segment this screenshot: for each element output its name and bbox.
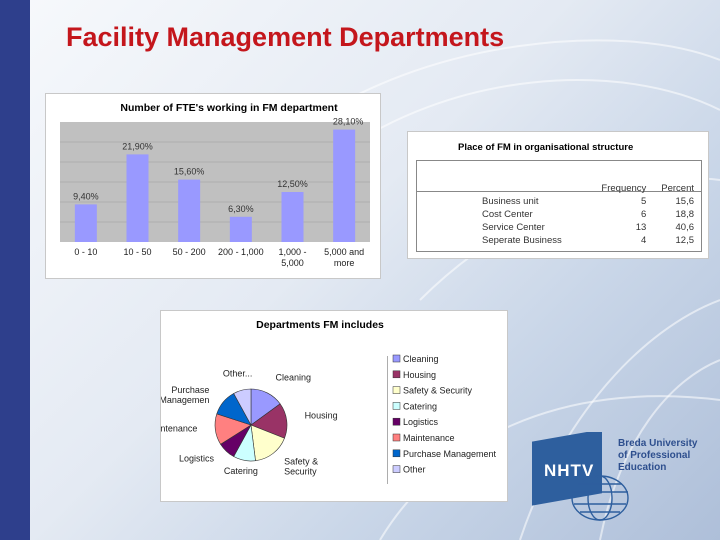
slide-title: Facility Management Departments [66,22,505,52]
pie-slice-label: Cleaning [276,372,312,382]
org-row-label: Service Center [482,222,545,233]
legend-swatch [392,449,401,458]
departments-pie-chart: Departments FM includes Cleaning Housing S… [160,310,508,502]
bar [178,179,201,242]
legend-label: Catering [403,401,437,411]
org-col-blank [481,182,583,195]
org-row-label: Seperate Business [482,235,562,246]
bar-chart-title: Number of FTE's working in FM department [120,102,338,114]
table-row: Seperate Business 4 12,5 [481,234,695,247]
bar-tick-label: 0 - 10 [74,247,97,257]
pie-slice-label: Safety & Security [284,457,318,477]
logo-mark-text: NHTV [544,461,594,480]
fte-bar-chart: Number of FTE's working in FM department… [45,93,381,279]
org-row-percent: 12,5 [675,235,695,246]
org-row-frequency: 4 [641,235,647,246]
org-structure-title: Place of FM in organisational structure [458,142,634,153]
bar-tick-label: 50 - 200 [173,247,206,257]
legend-swatch [392,433,401,442]
legend-label: Housing [403,370,436,380]
org-row-percent: 15,6 [675,196,695,207]
pie-slice-label: Catering [224,466,258,476]
legend-swatch [392,402,401,410]
table-row: Cost Center 6 18,8 [481,208,695,221]
bar-data-label: 21,90% [122,141,153,151]
org-table-header: Frequency Percent [481,182,695,195]
table-row: Service Center 13 40,6 [481,221,695,234]
bar-tick-label: 5,000 and more [324,247,364,268]
legend-label: Purchase Management [403,449,497,459]
bar-chart-svg: Number of FTE's working in FM department… [60,102,370,268]
org-row-frequency: 5 [641,196,647,207]
pie-chart-title: Departments FM includes [256,319,384,331]
legend-swatch [392,386,401,394]
bar-data-label: 6,30% [228,204,254,214]
globe-icon [571,475,629,521]
pie-slice-label: Housing [305,411,338,421]
bar-data-label: 12,50% [277,179,308,189]
legend-swatch [392,465,401,473]
legend-label: Other [403,465,426,475]
org-row-label: Cost Center [482,209,533,220]
org-col-percent: Percent [661,183,694,194]
bar-data-label: 15,60% [174,167,205,177]
org-structure-panel: Place of FM in organisational structure … [407,131,709,259]
org-row-label: Business unit [482,196,539,207]
legend-swatch [392,370,401,379]
bar [74,204,97,242]
pie-slice-label: Maintenance [161,423,197,433]
bar-data-label: 9,40% [73,191,99,201]
legend-label: Logistics [403,417,439,427]
logo-line-1: Breda University [618,438,698,449]
bar-tick-label: 200 - 1,000 [218,247,264,257]
bar-data-label: 28,10% [333,117,364,127]
logo-line-2: of Professional [618,450,690,461]
left-band [0,0,30,540]
pie-slice-label: Purchase Managemen [161,385,209,405]
nhtv-logo-svg: NHTV Breda University of Professional Ed… [532,429,698,521]
bar-tick-label: 1,000 -5,000 [278,247,306,268]
legend-label: Safety & Security [403,386,473,396]
org-row-percent: 40,6 [675,222,695,233]
pie-slice-label: Other... [223,369,253,379]
bar-tick-label: 10 - 50 [123,247,151,257]
pie-slice-label: Logistics [179,453,215,463]
bar [126,154,149,242]
legend-swatch [392,354,401,363]
nhtv-logo: NHTV Breda University of Professional Ed… [530,429,720,528]
legend-divider [387,356,388,484]
bar [333,129,356,242]
org-table-frame: Frequency Percent Business unit 5 15,6 C… [416,160,702,252]
legend-label: Cleaning [403,354,439,364]
logo-mark-box [532,429,602,506]
org-row-percent: 18,8 [675,209,695,220]
org-row-frequency: 6 [641,209,647,220]
bar [229,216,252,242]
legend-swatch [392,417,401,426]
table-row: Business unit 5 15,6 [481,195,695,208]
pie-chart-svg: Departments FM includes Cleaning Housing S… [161,319,497,484]
logo-line-3: Education [618,462,666,473]
org-row-frequency: 13 [635,222,647,233]
org-col-frequency: Frequency [601,183,647,194]
org-structure-table: Frequency Percent Business unit 5 15,6 C… [481,182,695,247]
bar [281,192,304,242]
pie-slice [233,388,252,426]
legend-label: Maintenance [403,433,455,443]
